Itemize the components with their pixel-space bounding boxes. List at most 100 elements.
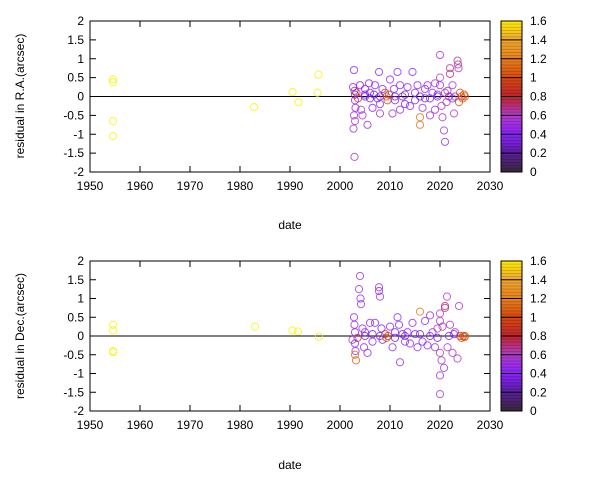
data-point xyxy=(370,81,380,90)
y-tick-label: 2 xyxy=(77,254,84,268)
colorbar-tick-label: 0.2 xyxy=(530,146,547,160)
data-point xyxy=(444,331,454,341)
data-point xyxy=(351,356,361,365)
y-tick-label: 1 xyxy=(77,292,84,306)
data-point xyxy=(445,64,455,73)
data-point xyxy=(108,348,118,357)
data-point xyxy=(398,330,407,339)
data-point xyxy=(418,103,427,112)
data-point xyxy=(410,96,420,105)
data-point xyxy=(375,109,385,118)
data-point xyxy=(437,101,446,111)
data-point xyxy=(403,82,412,92)
data-point xyxy=(459,90,469,99)
data-point xyxy=(108,78,118,87)
colorbar-tick-label: 1 xyxy=(530,310,537,324)
data-point xyxy=(385,75,395,84)
data-point xyxy=(350,350,360,359)
x-tick-label: 1950 xyxy=(77,179,104,193)
data-point xyxy=(375,292,385,301)
data-point xyxy=(388,343,397,352)
data-point xyxy=(356,294,365,303)
data-point xyxy=(365,88,375,97)
data-point xyxy=(435,73,445,82)
data-point xyxy=(350,152,359,161)
x-tick-label: 2020 xyxy=(427,179,454,193)
y-tick-label: -1.5 xyxy=(63,146,84,160)
data-point xyxy=(425,311,435,320)
colorbar-tick-label: 0 xyxy=(530,404,537,418)
ra-y-axis-label: residual in R.A.(arcsec) xyxy=(13,34,27,159)
colorbar-tick-label: 0.6 xyxy=(530,348,547,362)
data-point xyxy=(420,316,430,326)
data-point xyxy=(360,328,370,337)
x-tick-label: 1960 xyxy=(127,179,154,193)
data-point xyxy=(430,343,440,352)
data-point xyxy=(395,105,405,114)
data-point xyxy=(435,316,445,326)
data-point xyxy=(351,346,360,356)
data-point xyxy=(435,81,445,90)
colorbar-tick-label: 0.2 xyxy=(530,385,547,399)
data-point xyxy=(364,79,374,88)
colorbar-tick-label: 1.6 xyxy=(530,254,547,268)
data-point xyxy=(349,65,359,75)
data-point xyxy=(448,348,457,357)
x-tick-label: 2010 xyxy=(377,418,404,432)
data-point xyxy=(423,81,432,90)
data-point xyxy=(440,137,450,146)
colorbar-tick-label: 1.2 xyxy=(530,52,547,66)
ra-residual-panel: residual in R.A.(arcsec) date -2 -1.5 -1 -0… xyxy=(13,14,547,232)
data-point xyxy=(314,70,323,79)
data-point xyxy=(449,330,459,339)
y-tick-label: 2 xyxy=(77,14,84,28)
data-point xyxy=(453,60,463,69)
data-point xyxy=(353,333,362,342)
data-point xyxy=(390,96,400,105)
data-point xyxy=(363,120,372,129)
data-point xyxy=(390,328,400,337)
data-point xyxy=(355,81,365,90)
data-point xyxy=(108,326,118,335)
data-point xyxy=(460,92,470,101)
colorbar-tick-label: 1.4 xyxy=(530,273,547,287)
data-point xyxy=(288,326,297,335)
data-point xyxy=(442,292,452,301)
x-tick-label: 1990 xyxy=(277,418,304,432)
data-point xyxy=(443,343,452,352)
data-point xyxy=(368,330,377,339)
data-point xyxy=(394,320,404,329)
data-point xyxy=(457,92,466,101)
data-point xyxy=(365,94,375,103)
data-point xyxy=(365,318,375,327)
data-point xyxy=(390,333,400,342)
data-point xyxy=(249,102,259,112)
data-point xyxy=(400,337,410,346)
data-point xyxy=(408,318,417,327)
data-point xyxy=(350,116,360,126)
plot-border xyxy=(89,260,491,412)
data-point xyxy=(438,322,447,331)
x-tick-label: 2000 xyxy=(327,418,354,432)
data-point xyxy=(410,330,420,339)
colorbar-tick-label: 1.4 xyxy=(530,33,547,47)
data-point xyxy=(425,94,435,103)
x-tick-label: 2010 xyxy=(377,179,404,193)
data-point xyxy=(408,67,417,77)
data-point xyxy=(385,322,395,331)
data-point xyxy=(418,337,427,346)
data-point xyxy=(435,50,445,60)
data-point xyxy=(400,331,410,341)
data-point xyxy=(448,81,457,90)
dec-x-axis-label: date xyxy=(278,458,302,472)
x-tick-label: 2000 xyxy=(327,179,354,193)
data-point xyxy=(430,79,440,88)
x-tick-label: 1950 xyxy=(77,418,104,432)
colorbar-tick-label: 1.2 xyxy=(530,292,547,306)
data-point xyxy=(358,111,367,120)
data-point xyxy=(413,81,422,90)
data-point xyxy=(445,69,455,78)
data-point xyxy=(368,103,377,112)
x-tick-label: 1980 xyxy=(227,418,254,432)
data-point xyxy=(374,283,384,292)
